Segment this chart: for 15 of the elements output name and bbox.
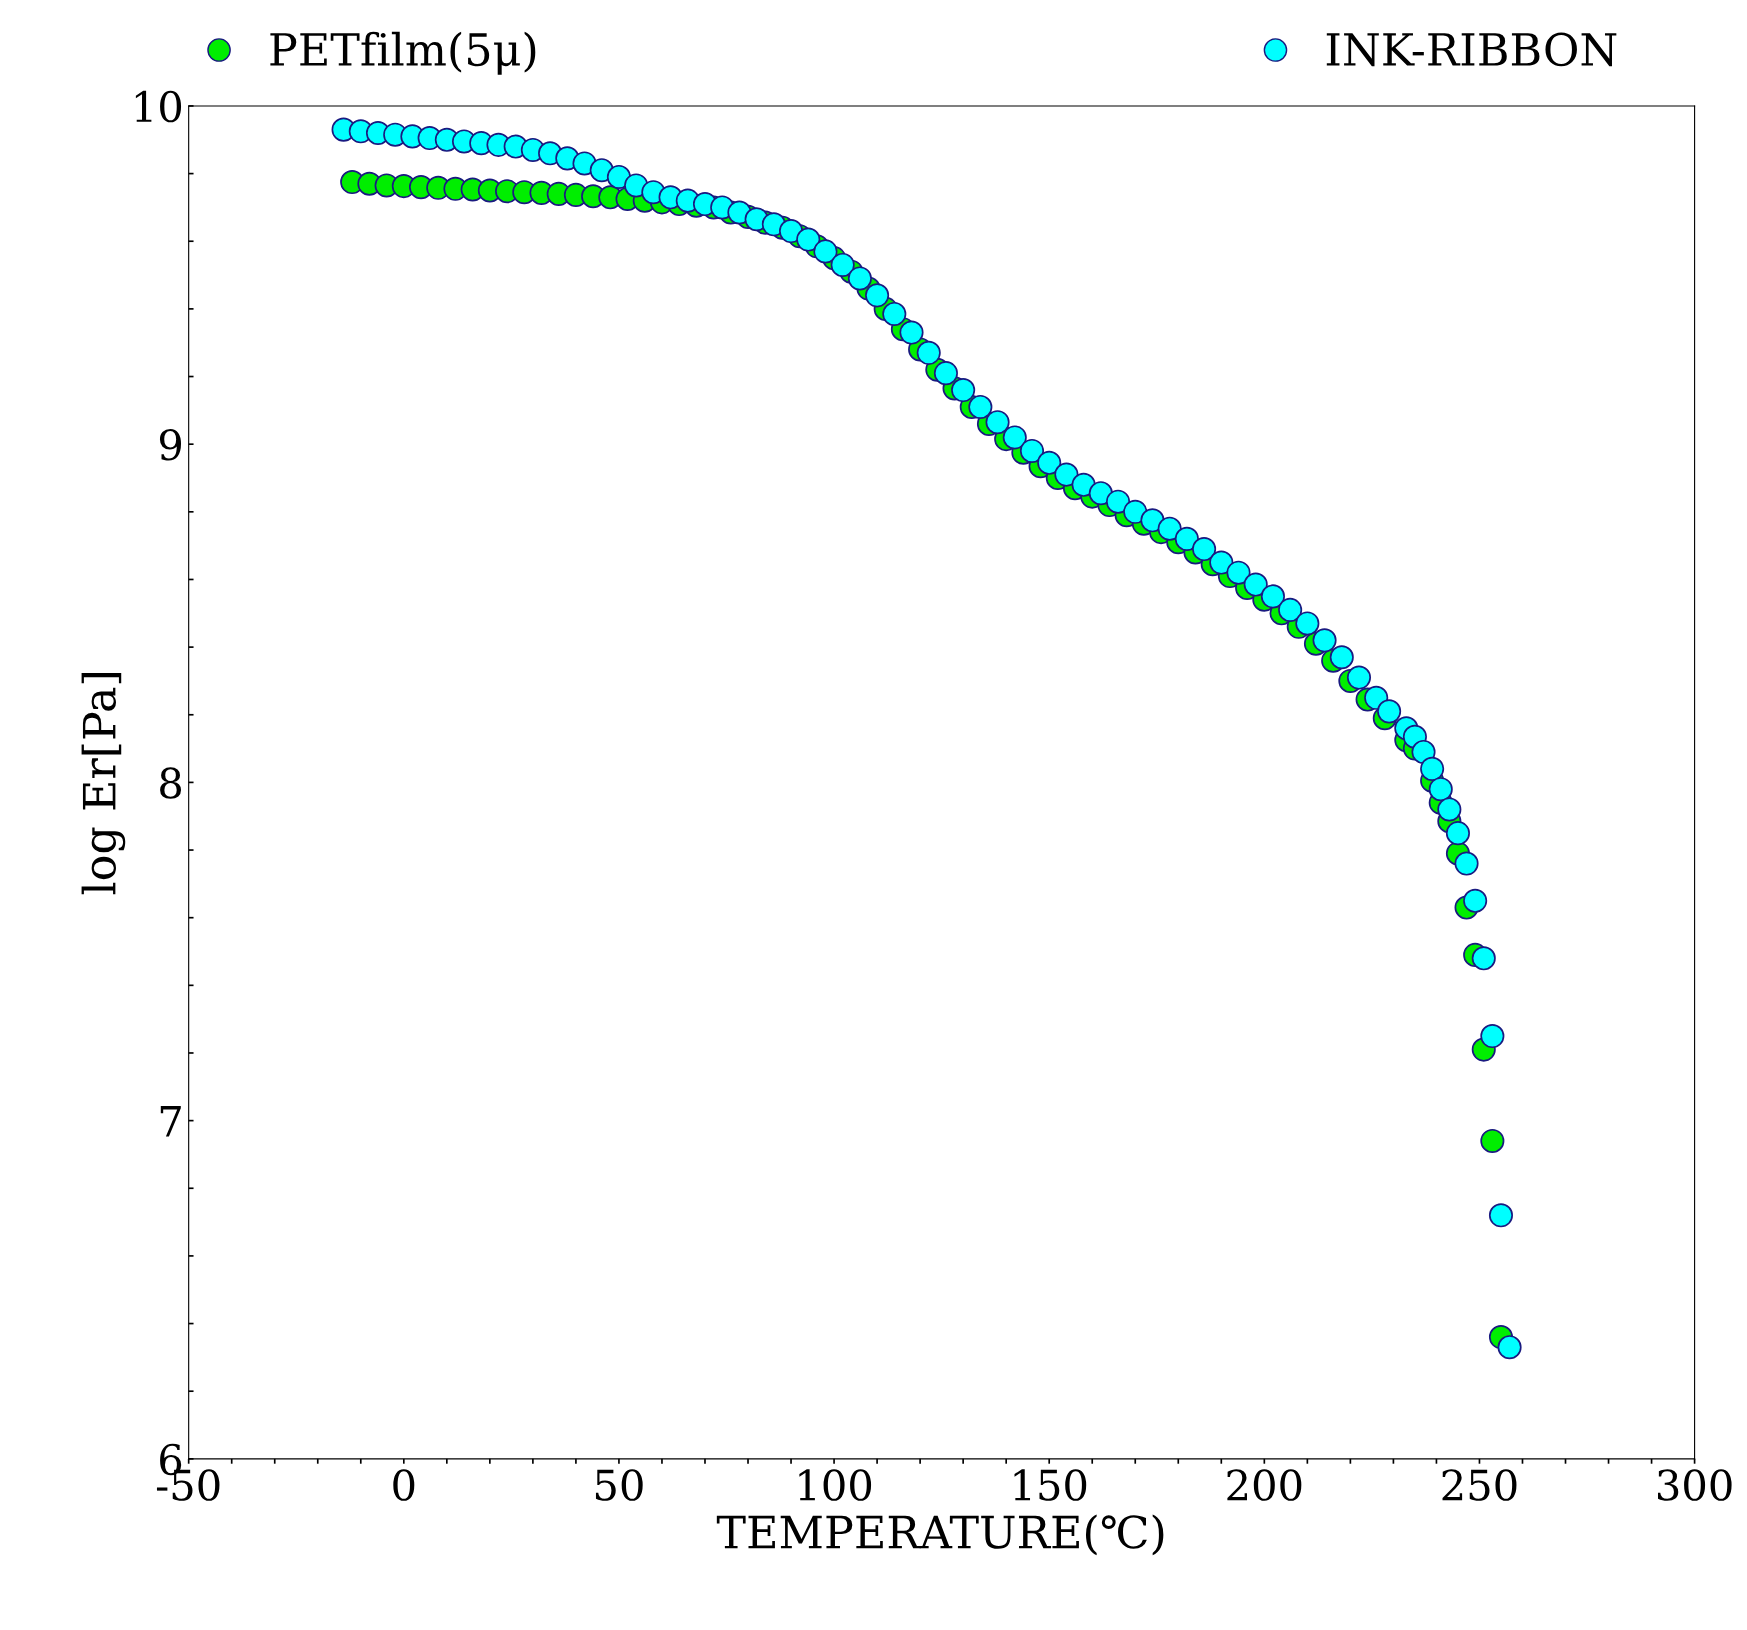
x-tick-label: 200 [1227,1469,1302,1501]
x-tick-label: 250 [1442,1469,1517,1501]
x-tick-label: 150 [1014,1469,1087,1501]
legend-label: PETfilm(5μ) [270,31,536,75]
y-tick-label: 9 [159,429,182,461]
y-tick-label: 8 [160,767,182,799]
y-axis-title: log Er[Pa] [81,673,126,895]
x-tick-label: 100 [799,1469,872,1501]
y-tick-label: 10 [135,90,182,123]
x-tick-label: 0 [393,1469,415,1501]
x-tick-label: 50 [595,1469,643,1501]
legend-label: INK-RIBBON [1326,32,1617,67]
x-axis-title: TEMPERATURE(℃) [716,1514,1164,1556]
y-tick-label: 7 [160,1106,181,1137]
x-tick-label: 300 [1658,1469,1732,1501]
